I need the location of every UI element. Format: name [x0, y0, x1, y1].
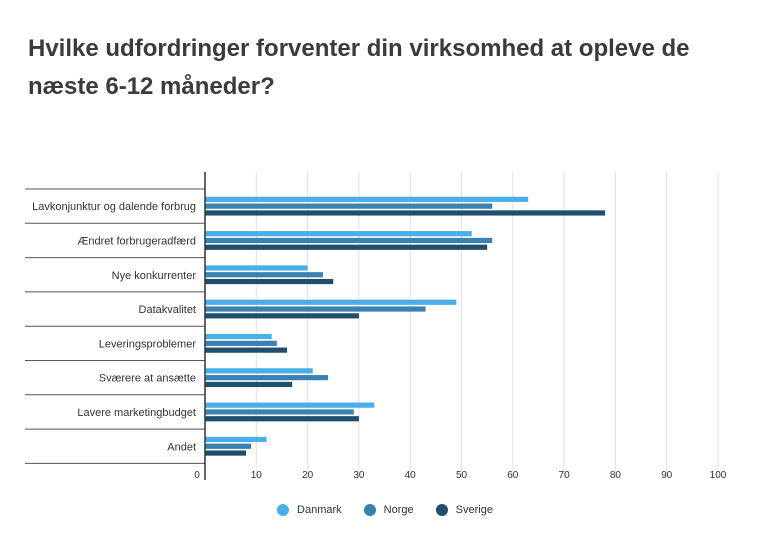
bar-sverige-6 — [205, 416, 359, 422]
bar-norge-6 — [205, 409, 354, 415]
legend-label: Norge — [383, 504, 414, 516]
x-tick-label: 60 — [507, 470, 519, 481]
bar-norge-1 — [205, 237, 493, 244]
bar-norge-5 — [205, 375, 329, 381]
category-label: Lavere marketingbudget — [77, 407, 196, 419]
bar-sverige-2 — [205, 278, 334, 285]
legend-label: Danmark — [297, 504, 342, 516]
legend-label: Sverige — [455, 504, 493, 516]
category-label: Ændret forbrugeradfærd — [77, 235, 196, 247]
bar-danmark-0 — [205, 196, 529, 202]
x-tick-label: 50 — [456, 470, 468, 481]
bar-danmark-4 — [205, 333, 272, 340]
bar-sverige-4 — [205, 347, 288, 353]
bar-norge-7 — [205, 443, 252, 449]
bar-danmark-2 — [205, 265, 308, 271]
category-label: Sværere at ansætte — [99, 373, 196, 385]
category-label: Leveringsproblemer — [99, 338, 197, 350]
bar-danmark-1 — [205, 231, 472, 237]
x-tick-label: 70 — [559, 470, 571, 481]
bar-sverige-0 — [205, 210, 606, 216]
bar-norge-2 — [205, 272, 323, 278]
category-label: Datakvalitet — [139, 304, 196, 316]
bar-danmark-6 — [205, 402, 375, 408]
bar-sverige-7 — [205, 450, 247, 456]
bar-sverige-1 — [205, 244, 488, 250]
x-tick-label: 30 — [353, 470, 365, 481]
chart-legend: Danmark Norge Sverige — [0, 500, 770, 520]
legend-swatch — [435, 504, 448, 516]
bar-norge-4 — [205, 340, 277, 346]
x-tick-label: 90 — [661, 470, 673, 481]
x-tick-label: 80 — [610, 470, 622, 481]
bar-danmark-7 — [205, 436, 267, 443]
x-tick-label: 0 — [194, 470, 200, 481]
bar-sverige-5 — [205, 381, 293, 388]
bar-norge-0 — [205, 203, 493, 209]
x-tick-label: 100 — [710, 470, 727, 481]
bar-danmark-3 — [205, 299, 457, 305]
category-label: Lavkonjunktur og dalende forbrug — [32, 201, 196, 213]
legend-item-norge: Norge — [363, 504, 414, 516]
legend-item-danmark: Danmark — [277, 504, 342, 516]
legend-swatch — [363, 504, 376, 516]
legend-swatch — [277, 504, 290, 516]
x-tick-label: 20 — [302, 470, 314, 481]
category-label: Andet — [167, 441, 196, 453]
bar-sverige-3 — [205, 313, 359, 319]
category-label: Nye konkurrenter — [112, 270, 197, 282]
x-tick-label: 10 — [251, 470, 263, 481]
bar-norge-3 — [205, 306, 426, 312]
chart-title: Hvilke udfordringer forventer din virkso… — [28, 35, 690, 100]
x-tick-label: 40 — [405, 470, 417, 481]
legend-item-sverige: Sverige — [435, 504, 493, 516]
bar-danmark-5 — [205, 368, 313, 374]
